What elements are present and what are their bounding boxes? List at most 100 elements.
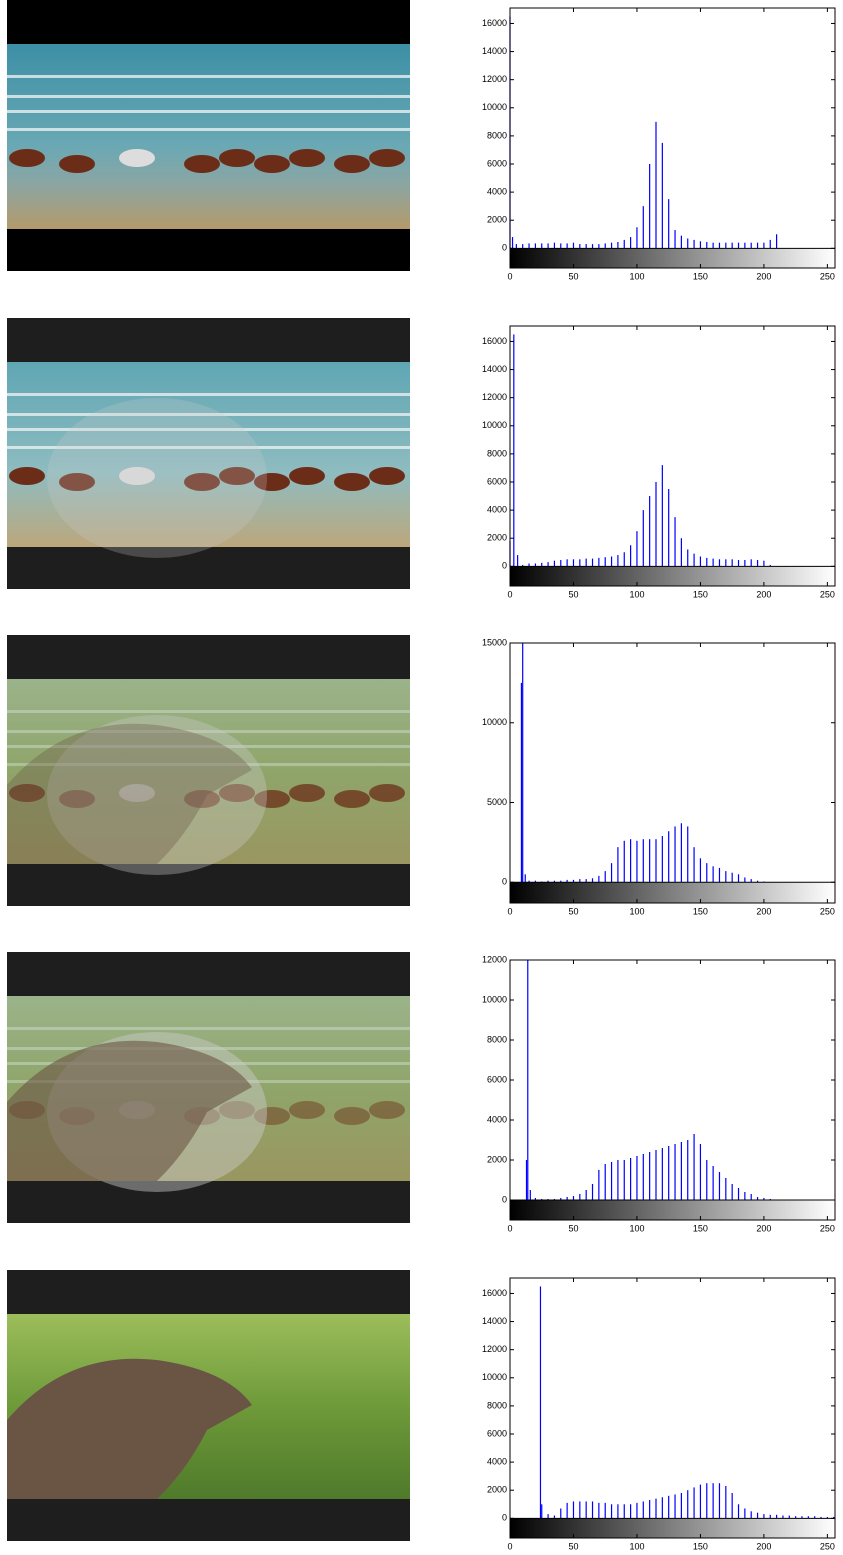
x-tick-label: 200 [756, 906, 771, 916]
bar [744, 1192, 746, 1200]
bar [617, 1160, 619, 1200]
y-tick-label: 14000 [482, 1316, 507, 1326]
x-tick-label: 50 [568, 271, 578, 281]
wave [7, 730, 410, 733]
bar [750, 879, 752, 883]
y-tick-label: 0 [502, 1513, 507, 1523]
bar [585, 879, 587, 883]
bar [693, 1487, 695, 1519]
bar [718, 867, 721, 883]
y-tick-label: 14000 [482, 46, 507, 56]
bar [560, 243, 562, 249]
x-tick-label: 100 [629, 906, 644, 916]
bar [572, 1196, 575, 1200]
bar [630, 545, 632, 567]
bar [598, 1170, 600, 1200]
bar [661, 1497, 663, 1519]
x-tick-label: 250 [820, 1541, 835, 1550]
horse [219, 1101, 255, 1119]
bar [680, 823, 682, 883]
colorbar [510, 1518, 835, 1538]
bar [769, 239, 771, 249]
bar [547, 243, 549, 249]
bar [649, 1500, 651, 1519]
bar [623, 1160, 625, 1200]
bar [680, 1493, 682, 1519]
horse [219, 467, 255, 485]
bar [515, 244, 517, 249]
bar [674, 230, 676, 249]
bar [617, 242, 619, 249]
bar [718, 559, 721, 567]
bar [680, 235, 682, 249]
bar [553, 880, 556, 883]
bar [598, 875, 600, 883]
bar [630, 237, 632, 249]
bar [579, 1194, 581, 1200]
bar [572, 559, 575, 567]
bar [712, 1166, 714, 1200]
bar [610, 242, 613, 249]
bar [604, 871, 606, 883]
bar [699, 858, 702, 883]
y-tick-label: 8000 [487, 1400, 507, 1410]
colorbar [510, 1200, 835, 1220]
bar [712, 558, 714, 567]
wave [7, 710, 410, 713]
bar [553, 242, 556, 249]
bar [769, 1514, 771, 1519]
y-tick-label: 2000 [487, 1485, 507, 1495]
bar [763, 560, 765, 567]
bar [604, 1502, 606, 1519]
wave [7, 1027, 410, 1030]
bar [636, 1502, 638, 1519]
bar [833, 1516, 835, 1519]
bar [756, 1512, 759, 1519]
x-tick-label: 150 [693, 906, 708, 916]
bar [655, 121, 657, 249]
bar [649, 839, 651, 883]
wave [7, 1047, 410, 1050]
bar [560, 1508, 562, 1519]
wave [7, 446, 410, 449]
horse [119, 467, 155, 485]
x-tick-label: 250 [820, 906, 835, 916]
x-tick-label: 200 [756, 589, 771, 599]
wave [7, 110, 410, 113]
bar [706, 1483, 708, 1519]
horse [254, 1107, 290, 1125]
bar [661, 836, 663, 883]
bar [630, 1158, 632, 1200]
bar [585, 244, 587, 249]
bar [706, 557, 708, 567]
bar [591, 244, 594, 249]
bar [655, 1498, 657, 1519]
bar [566, 1502, 568, 1519]
bar [668, 1495, 670, 1519]
bar [750, 242, 752, 249]
y-tick-label: 0 [502, 877, 507, 887]
x-tick-label: 150 [693, 589, 708, 599]
bar [718, 1172, 721, 1200]
bar [617, 847, 619, 883]
bar [763, 1198, 765, 1200]
bar [642, 510, 644, 567]
bar [585, 1190, 587, 1200]
bar [687, 1140, 689, 1200]
bar [541, 562, 543, 567]
bar [756, 1197, 759, 1200]
horse [289, 1101, 325, 1119]
y-tick-label: 6000 [487, 476, 507, 486]
bar [642, 1501, 644, 1519]
bar [528, 880, 530, 883]
bar [763, 1514, 765, 1519]
bar [617, 1504, 619, 1519]
bar [572, 879, 575, 883]
y-tick-label: 8000 [487, 1034, 507, 1044]
colorbar [510, 882, 835, 903]
bar [528, 243, 530, 249]
colorbar [510, 248, 835, 268]
axes-background [510, 1278, 835, 1538]
y-tick-label: 4000 [487, 1456, 507, 1466]
